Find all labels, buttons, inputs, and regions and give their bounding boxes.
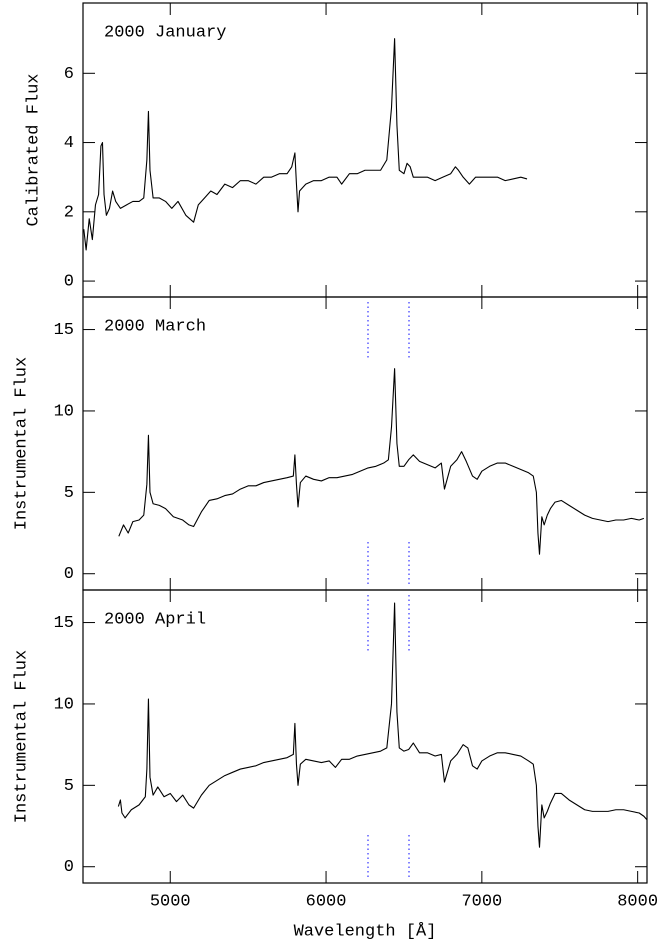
x-tick-label: 6000 bbox=[306, 892, 347, 911]
y-axis-label: Instrumental Flux bbox=[12, 357, 31, 530]
y-tick-label: 6 bbox=[64, 65, 74, 84]
panel-label: 2000 March bbox=[104, 317, 206, 336]
y-tick-label: 10 bbox=[54, 695, 74, 714]
y-tick-label: 4 bbox=[64, 134, 74, 153]
x-tick-label: 8000 bbox=[617, 892, 658, 911]
y-axis-label: Calibrated Flux bbox=[24, 73, 43, 226]
x-tick-label: 5000 bbox=[150, 892, 191, 911]
panel-label: 2000 January bbox=[104, 23, 226, 42]
y-tick-label: 2 bbox=[64, 203, 74, 222]
y-axis-label: Instrumental Flux bbox=[12, 650, 31, 823]
spectrum bbox=[117, 602, 648, 848]
x-axis-label: Wavelength [Å] bbox=[294, 922, 437, 941]
y-tick-label: 5 bbox=[64, 777, 74, 796]
y-tick-label: 0 bbox=[64, 565, 74, 584]
y-tick-label: 0 bbox=[64, 273, 74, 292]
spectrum bbox=[118, 368, 645, 555]
panel-label: 2000 April bbox=[104, 610, 206, 629]
y-tick-label: 15 bbox=[54, 321, 74, 340]
panel-frame bbox=[82, 296, 648, 591]
y-tick-label: 5 bbox=[64, 484, 74, 503]
x-tick-label: 7000 bbox=[461, 892, 502, 911]
y-tick-label: 0 bbox=[64, 858, 74, 877]
y-tick-label: 10 bbox=[54, 402, 74, 421]
panel-frame bbox=[82, 2, 648, 298]
panel-frame bbox=[82, 589, 648, 884]
spectrum bbox=[83, 38, 528, 251]
y-tick-label: 15 bbox=[54, 614, 74, 633]
